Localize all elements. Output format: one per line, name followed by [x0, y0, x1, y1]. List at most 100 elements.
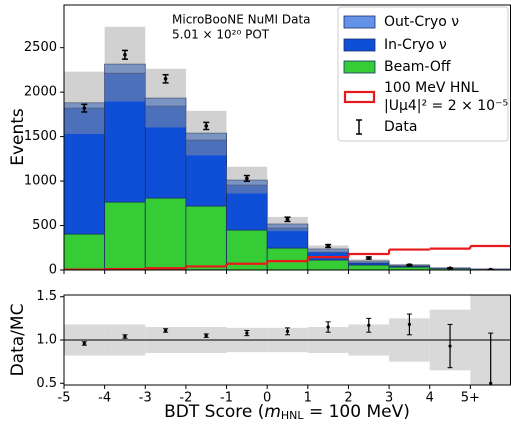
y-axis-label: Events [8, 108, 28, 166]
marker [407, 263, 412, 267]
legend-frame [337, 6, 509, 142]
bar-segment [185, 139, 227, 207]
data-point [284, 216, 291, 223]
bar-segment [185, 132, 227, 141]
uncertainty-band [185, 110, 227, 156]
data-point [365, 256, 372, 260]
ratio-point [488, 332, 494, 385]
uncertainty-band [104, 26, 146, 102]
legend-swatch [343, 60, 376, 74]
x-tick-label: -3 [139, 391, 152, 406]
x-tick-label: 3 [385, 391, 393, 406]
x-tick-label: -5 [58, 391, 71, 406]
marker [448, 266, 452, 270]
data-point [162, 73, 169, 84]
bar-segment [266, 223, 309, 229]
marker [489, 381, 493, 385]
y-tick-label: 0.5 [36, 376, 57, 391]
legend-label: |Uμ4|² = 2 × 10⁻⁵ [384, 98, 508, 114]
x-label-part: HNL [281, 409, 305, 422]
annotation: MicroBooNE NuMI Data [172, 13, 311, 27]
bar-segment [64, 233, 106, 270]
x-tick-label: -1 [220, 391, 233, 406]
legend-label: Data [384, 119, 417, 135]
x-tick-label: -4 [98, 391, 111, 406]
uncertainty-band [307, 245, 349, 253]
uncertainty-band [64, 71, 105, 134]
bar-segment [307, 259, 349, 270]
legend-label: Beam-Off [384, 59, 451, 75]
bar-segment [348, 260, 390, 264]
marker [82, 341, 86, 346]
y-tick-label: 0 [49, 263, 57, 278]
y-tick-label: 1500 [24, 129, 57, 144]
x-tick-label: -2 [179, 391, 192, 406]
uncertainty-band [267, 216, 308, 232]
ratio-point [203, 333, 209, 338]
x-tick-label: 2 [344, 391, 352, 406]
x-tick-label: 1 [304, 391, 312, 406]
data-point [121, 49, 128, 60]
marker [488, 267, 493, 270]
ratio-point [325, 321, 331, 333]
bar-segment [185, 205, 227, 270]
ratio-plot [64, 295, 511, 385]
bar-segment [144, 97, 187, 107]
y-tick-label: 2500 [24, 40, 57, 55]
bar-segment [144, 197, 187, 270]
bar-segment [144, 105, 187, 199]
bar-segment [307, 248, 349, 253]
y-tick-label: 1000 [24, 174, 57, 189]
x-tick-label: 5+ [461, 391, 480, 406]
marker [285, 217, 290, 222]
axes: 0 500 1000 1500 2000 2500 Out-Cryo ν In-Cryo ν B… [24, 4, 511, 406]
ratio-point [285, 327, 290, 336]
marker [367, 323, 371, 327]
y-axis-label: Data/MC [8, 304, 28, 377]
bar-segment [226, 184, 268, 231]
marker [204, 124, 209, 128]
marker [204, 334, 208, 338]
y-tick-label: 500 [32, 218, 57, 233]
annotation: 5.01 × 10²⁰ POT [172, 28, 270, 42]
marker [123, 52, 127, 57]
x-label-part: = 100 MeV) [304, 402, 410, 422]
data-point [81, 103, 88, 113]
legend-swatch [343, 15, 376, 29]
x-label-part: BDT Score ( [164, 402, 264, 422]
x-tick-label: 4 [426, 391, 434, 406]
marker [82, 106, 87, 110]
y-tick-label: 2000 [24, 85, 57, 100]
legend-swatch [343, 38, 376, 52]
ratio-point [244, 329, 250, 337]
legend-label: 100 MeV HNL [384, 80, 479, 96]
marker [366, 256, 371, 260]
bar-segment [348, 264, 390, 270]
uncertainty-band [348, 259, 390, 263]
data-point [243, 174, 250, 183]
data-point [203, 121, 210, 131]
x-label-part: m [264, 402, 281, 422]
marker [407, 322, 412, 327]
marker [163, 77, 168, 81]
marker [245, 176, 249, 181]
main-plot [64, 26, 511, 270]
marker [245, 331, 249, 335]
legend-label: In-Cryo ν [384, 37, 447, 53]
bar-segment [104, 63, 146, 74]
bar-segment [266, 247, 309, 270]
legend-swatch [343, 90, 376, 104]
data-point [447, 266, 454, 270]
marker [163, 328, 168, 333]
ratio-point [81, 341, 87, 346]
ratio-point [366, 317, 372, 333]
y-tick-label: 1.5 [36, 289, 57, 304]
marker [326, 244, 330, 248]
ratio-point [163, 328, 169, 333]
x-tick-label: 0 [263, 391, 271, 406]
x-axis-label: BDT Score (mHNL = 100 MeV) [164, 402, 410, 422]
ratio-point [447, 323, 453, 369]
ratio-point [122, 334, 128, 339]
